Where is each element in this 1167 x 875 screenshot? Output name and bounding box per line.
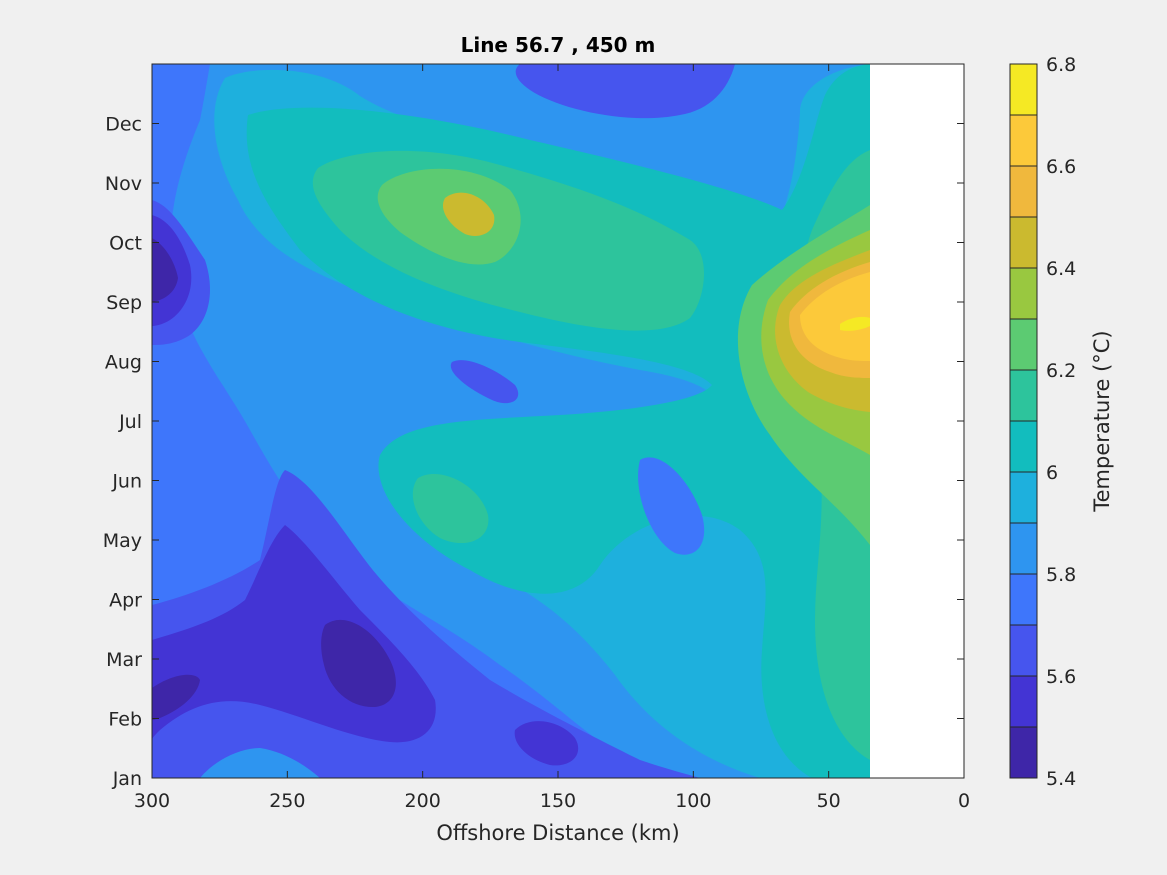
colorbar-segment [1010, 217, 1037, 268]
contour-band-5.9-bottomleft [200, 748, 320, 778]
colorbar-tick-label: 6.2 [1046, 360, 1076, 382]
colorbar-label: Temperature (°C) [1090, 330, 1114, 512]
x-tick-label: 100 [675, 790, 711, 812]
colorbar-segment [1010, 115, 1037, 166]
x-tick-label: 0 [958, 790, 970, 812]
colorbar-segment [1010, 319, 1037, 370]
contour-band-6.5 [442, 192, 495, 236]
x-axis: 300 250 200 150 100 50 0 [134, 64, 970, 812]
colorbar-segment [1010, 166, 1037, 217]
colorbar-segment [1010, 523, 1037, 574]
x-tick-label: 250 [269, 790, 305, 812]
colorbar-tick-label: 5.6 [1046, 666, 1076, 688]
contour-band-6.8 [840, 316, 870, 331]
contour-band-5.6-small [514, 721, 579, 766]
y-tick-label: Mar [106, 649, 142, 671]
colorbar-segment [1010, 370, 1037, 421]
y-tick-label: Apr [109, 590, 142, 612]
colorbar-tick-label: 6 [1046, 462, 1058, 484]
y-tick-label: Oct [109, 233, 142, 255]
colorbar-frame [1009, 63, 1038, 779]
x-tick-label: 50 [817, 790, 841, 812]
y-tick-label: May [103, 530, 142, 552]
colorbar-segment [1010, 421, 1037, 472]
contour-band-5.5 [321, 619, 396, 708]
colorbar: 5.4 5.6 5.8 6 6.2 6.4 6.6 6.8 [1009, 54, 1076, 790]
contour-band-5.7-topright [515, 64, 735, 119]
contour-band-5.5-left [152, 674, 200, 720]
colorbar-tick-label: 6.6 [1046, 156, 1076, 178]
colorbar-segment [1010, 472, 1037, 523]
y-tick-label: Feb [108, 709, 142, 731]
y-tick-label: Sep [106, 292, 142, 314]
colorbar-tick-label: 6.4 [1046, 258, 1076, 280]
y-tick-label: Jul [118, 411, 142, 433]
contour-band-5.5-left2 [152, 238, 178, 302]
colorbar-tick-label: 6.8 [1046, 54, 1076, 76]
contour-field [152, 64, 870, 778]
y-tick-label: Jan [112, 768, 142, 790]
chart-title: Line 56.7 , 450 m [461, 33, 656, 57]
y-tick-label: Aug [105, 352, 142, 374]
colorbar-tick-label: 5.4 [1046, 768, 1076, 790]
x-tick-label: 200 [405, 790, 441, 812]
y-axis: Jan Feb Mar Apr May Jun Jul Aug Sep Oct Nov Dec [103, 114, 964, 790]
colorbar-segment [1010, 574, 1037, 625]
colorbar-segment [1010, 676, 1037, 727]
colorbar-segment [1010, 625, 1037, 676]
contour-band-5.7-center [450, 360, 519, 404]
colorbar-segment [1010, 268, 1037, 319]
contour-band-6.2c [412, 473, 489, 544]
x-tick-label: 150 [540, 790, 576, 812]
y-tick-label: Dec [105, 114, 142, 136]
x-tick-label: 300 [134, 790, 170, 812]
x-axis-label: Offshore Distance (km) [436, 821, 679, 845]
y-tick-label: Jun [111, 471, 142, 493]
contour-band-6.7 [800, 272, 870, 361]
colorbar-segment [1010, 727, 1037, 778]
y-tick-label: Nov [105, 173, 142, 195]
colorbar-tick-label: 5.8 [1046, 564, 1076, 586]
contour-band-5.7-right [638, 457, 705, 555]
colorbar-segment [1010, 64, 1037, 115]
